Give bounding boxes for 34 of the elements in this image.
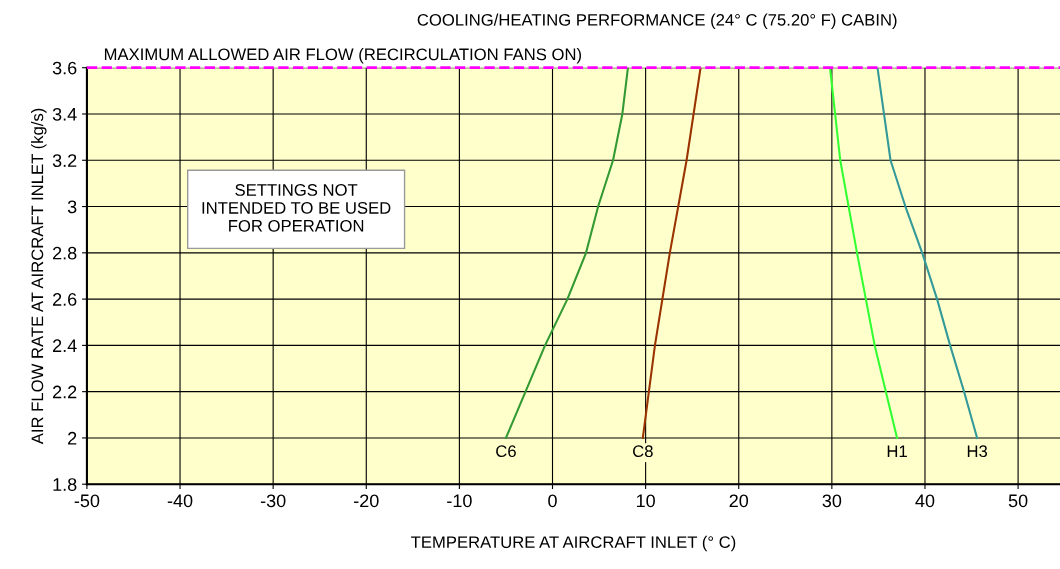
x-tick-label: -10	[447, 494, 472, 508]
y-tick-label: 1.8	[53, 478, 77, 491]
line-series	[504, 67, 629, 439]
annotation: SETTINGS NOT INTENDED TO BE USED FOR OPERATION	[202, 184, 391, 232]
y-tick-label: 2.4	[53, 339, 77, 352]
y-tick-label: 2	[68, 431, 77, 445]
x-tick-label: 10	[636, 494, 655, 508]
x-tick-label: -50	[74, 494, 100, 508]
y-tick-label: 3	[67, 200, 77, 214]
x-tick-label: -20	[354, 494, 379, 508]
line-series	[828, 67, 899, 439]
x-tick-label: -30	[260, 494, 286, 508]
series-label: H1	[887, 445, 907, 457]
y-tick-label: 3.6	[52, 61, 77, 75]
series-label: H3	[967, 445, 988, 458]
chart-title: COOLING/HEATING PERFORMANCE (24° C (75.20° F) CABIN)	[417, 13, 897, 30]
y-tick-label: 2.6	[53, 293, 77, 306]
line-series	[876, 67, 979, 439]
x-axis-title: TEMPERATURE AT AIRCRAFT INLET (° C)	[411, 535, 736, 552]
series-label: C6	[496, 445, 516, 458]
ref-line-label: MAXIMUM ALLOWED AIR FLOW (RECIRCULATION FANS ON)	[104, 48, 582, 64]
x-tick-label: 50	[1008, 494, 1028, 508]
x-tick-label: -40	[167, 494, 193, 508]
x-tick-label: 20	[729, 494, 749, 508]
x-tick-label: 40	[915, 494, 935, 508]
x-tick-label: 0	[548, 494, 557, 508]
y-axis-title: AIR FLOW RATE AT AIRCRAFT INLET (kg/s)	[31, 108, 47, 445]
series-label: C8	[633, 445, 653, 458]
line-series	[641, 67, 702, 439]
y-tick-label: 2.2	[53, 385, 77, 399]
y-tick-label: 2.8	[53, 246, 77, 260]
x-tick-label: 30	[822, 494, 842, 508]
y-tick-label: 3.4	[52, 107, 77, 121]
y-tick-label: 3.2	[52, 154, 77, 167]
